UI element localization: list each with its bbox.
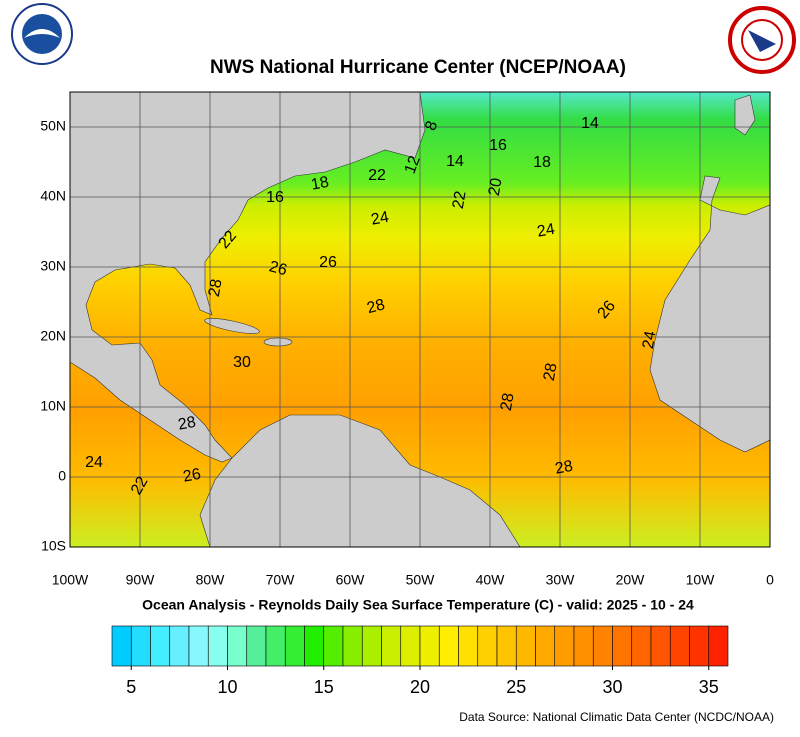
contour-label: 14 (446, 153, 464, 170)
colorbar-swatch (708, 625, 729, 667)
contour-label: 16 (489, 137, 507, 154)
colorbar-swatch (227, 625, 248, 667)
colorbar-swatch (246, 625, 267, 667)
contour-label: 16 (266, 189, 284, 206)
colorbar-swatch (650, 625, 671, 667)
lon-label: 30W (546, 572, 576, 588)
colorbar-tick-label: 20 (410, 677, 430, 697)
lon-label: 70W (266, 572, 296, 588)
colorbar-swatch (188, 625, 209, 667)
contour-label: 28 (365, 296, 387, 317)
lon-label: 0 (766, 572, 774, 588)
contour-label: 26 (267, 258, 289, 279)
colorbar-swatch (612, 625, 633, 667)
noaa-logo (11, 3, 73, 65)
nws-logo (728, 6, 796, 74)
contour-label: 18 (310, 174, 331, 194)
colorbar-swatch (400, 625, 421, 667)
land-africa-europe (649, 175, 771, 453)
colorbar-swatch (419, 625, 440, 667)
land-north-america (69, 91, 426, 463)
colorbar-swatch (535, 625, 556, 667)
colorbar-tick-label: 10 (217, 677, 237, 697)
lon-label: 90W (126, 572, 156, 588)
colorbar-swatch (573, 625, 594, 667)
colorbar-swatch (169, 625, 190, 667)
subtitle: Ocean Analysis - Reynolds Daily Sea Surf… (142, 597, 694, 613)
contour-label: 28 (554, 458, 575, 478)
contour-label: 26 (182, 466, 203, 486)
colorbar-swatch (592, 625, 613, 667)
lon-label: 40W (476, 572, 506, 588)
colorbar-swatch (150, 625, 171, 667)
colorbar-swatch (477, 625, 498, 667)
colorbar-swatch (515, 625, 536, 667)
lat-label: 0 (58, 468, 66, 484)
colorbar-swatch (361, 625, 382, 667)
land-cuba (204, 318, 260, 334)
contour-label: 28 (206, 278, 226, 299)
contour-label: 18 (533, 154, 551, 171)
contour-label: 24 (536, 221, 557, 241)
data-source: Data Source: National Climatic Data Cent… (459, 710, 774, 724)
colorbar-tick-label: 35 (699, 677, 719, 697)
colorbar-swatch (304, 625, 325, 667)
contour-label: 24 (370, 209, 391, 229)
lat-label: 40N (40, 188, 66, 204)
lon-label: 10W (686, 572, 716, 588)
contour-label: 22 (128, 474, 152, 498)
contour-label: 22 (368, 167, 386, 184)
colorbar-tick-label: 30 (602, 677, 622, 697)
lon-label: 80W (196, 572, 226, 588)
map-frame (69, 91, 771, 548)
colorbar: 5 10 15 20 25 30 35 (111, 625, 729, 697)
contour-label: 12 (402, 154, 424, 177)
land-hispaniola (263, 337, 293, 347)
contour-label: 24 (640, 330, 660, 351)
contour-label: 28 (177, 414, 198, 434)
colorbar-tick-label: 25 (506, 677, 526, 697)
lon-label: 20W (616, 572, 646, 588)
contour-label: 24 (85, 454, 103, 471)
colorbar-swatch (323, 625, 344, 667)
colorbar-swatch (381, 625, 402, 667)
lon-label: 100W (52, 572, 89, 588)
contour-label: 30 (233, 354, 251, 371)
contour-label: 28 (498, 392, 518, 413)
contour-label: 26 (319, 254, 337, 271)
colorbar-swatch (669, 625, 690, 667)
contour-label: 28 (541, 362, 561, 383)
colorbar-swatch (342, 625, 363, 667)
title: NWS National Hurricane Center (NCEP/NOAA… (210, 57, 626, 78)
colorbar-swatch (689, 625, 710, 667)
contour-label: 20 (486, 177, 506, 198)
colorbar-swatch (284, 625, 305, 667)
colorbar-swatch (207, 625, 228, 667)
lon-label: 60W (336, 572, 366, 588)
lat-label: 50N (40, 118, 66, 134)
colorbar-swatch (265, 625, 286, 667)
lat-label: 10N (40, 398, 66, 414)
lat-label: 10S (41, 538, 66, 554)
colorbar-tick-label: 5 (126, 677, 136, 697)
colorbar-swatch (130, 625, 151, 667)
colorbar-tick-label: 15 (314, 677, 334, 697)
land-british-isles (734, 94, 756, 136)
colorbar-swatch (554, 625, 575, 667)
colorbar-swatch (438, 625, 459, 667)
contour-label: 14 (581, 115, 599, 132)
contour-label: 22 (450, 190, 470, 211)
colorbar-swatch (458, 625, 479, 667)
lat-label: 20N (40, 328, 66, 344)
colorbar-swatch (631, 625, 652, 667)
lat-label: 30N (40, 258, 66, 274)
colorbar-swatch (496, 625, 517, 667)
colorbar-swatch (111, 625, 132, 667)
lon-label: 50W (406, 572, 436, 588)
